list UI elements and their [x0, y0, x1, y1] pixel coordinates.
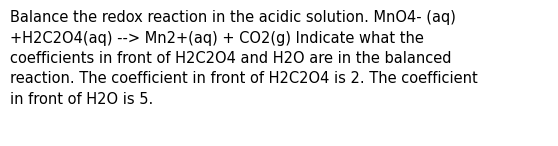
Text: Balance the redox reaction in the acidic solution. MnO4- (aq)
+H2C2O4(aq) --> Mn: Balance the redox reaction in the acidic… — [10, 10, 478, 107]
